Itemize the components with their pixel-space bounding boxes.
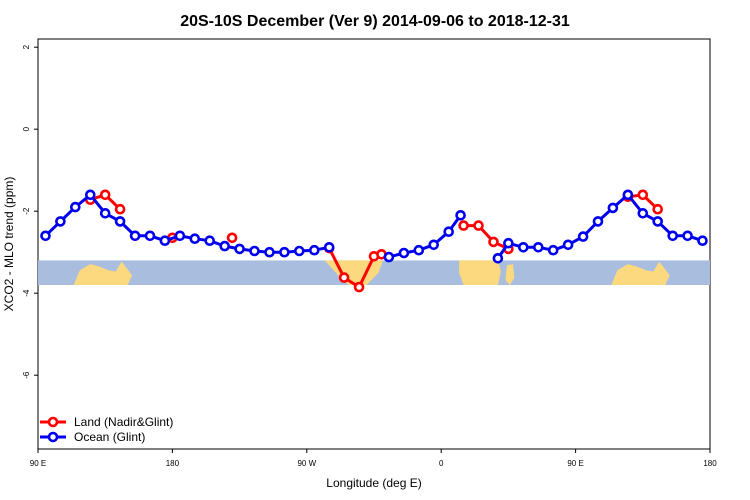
series-ocean-point-21 xyxy=(398,247,410,259)
y-tick-label-3: -4 xyxy=(22,289,31,297)
map-land-3 xyxy=(459,260,501,285)
series-ocean-point-37 xyxy=(652,216,664,227)
series-ocean-point-32 xyxy=(577,231,589,242)
series-ocean-point-26 xyxy=(492,252,504,264)
series-ocean-point-38 xyxy=(667,230,679,242)
series-land-point-16 xyxy=(652,203,664,215)
series-ocean-point-34 xyxy=(607,202,619,214)
series-ocean-point-1 xyxy=(55,216,66,227)
y-axis: 2 0 -2 -4 -6 xyxy=(22,44,38,379)
series-ocean-point-19 xyxy=(323,242,335,253)
series-land-point-1 xyxy=(99,189,111,201)
series-ocean-point-36 xyxy=(637,208,649,219)
plot-area: 90 E 180 90 W 0 90 E 180 2 0 -2 -4 -6 xyxy=(22,38,717,468)
series-land-point-15 xyxy=(637,189,649,201)
x-tick-label-3: 0 xyxy=(439,459,444,468)
legend: Land (Nadir&Glint) Ocean (Glint) xyxy=(40,415,173,444)
x-tick-label-2: 90 W xyxy=(297,459,316,468)
series-ocean-point-23 xyxy=(428,239,440,251)
y-tick-label-0: 2 xyxy=(22,44,31,49)
map-land-1 xyxy=(611,261,670,285)
x-tick-label-1: 180 xyxy=(166,459,180,468)
series-ocean-point-33 xyxy=(592,216,604,227)
plot-frame xyxy=(37,38,711,450)
series-ocean-point-16 xyxy=(279,246,290,258)
series-ocean-point-18 xyxy=(308,244,320,256)
y-axis-label: XCO2 - MLO trend (ppm) xyxy=(2,177,16,312)
series-ocean-point-8 xyxy=(159,235,171,246)
series-land-point-7 xyxy=(353,281,365,293)
series-ocean-point-39 xyxy=(682,230,693,242)
series-ocean-point-27 xyxy=(503,237,514,249)
series-ocean-point-9 xyxy=(174,230,186,242)
x-tick-label-4: 90 E xyxy=(567,459,583,468)
series-ocean-point-17 xyxy=(293,245,305,257)
series-layer xyxy=(40,189,708,293)
series-ocean-point-40 xyxy=(697,235,708,246)
series-ocean-point-11 xyxy=(204,235,215,246)
series-ocean-point-35 xyxy=(622,189,634,201)
series-ocean-point-2 xyxy=(70,201,81,213)
legend-label-land: Land (Nadir&Glint) xyxy=(74,415,173,429)
x-tick-label-5: 180 xyxy=(703,459,717,468)
series-ocean-point-30 xyxy=(547,244,559,256)
series-ocean-point-22 xyxy=(413,244,425,256)
series-ocean-line-2 xyxy=(496,193,703,260)
series-land-point-10 xyxy=(458,220,469,231)
map-land-4 xyxy=(505,264,515,285)
series-ocean-point-3 xyxy=(85,189,96,201)
series-ocean-point-7 xyxy=(144,230,156,242)
series-ocean-point-24 xyxy=(443,226,455,237)
y-tick-label-2: -2 xyxy=(22,207,31,215)
x-tick-label-0: 90 E xyxy=(30,459,46,468)
series-land-point-4 xyxy=(226,232,238,244)
series-ocean-point-0 xyxy=(40,230,51,242)
series-ocean-point-4 xyxy=(99,208,111,219)
chart-title: 20S-10S December (Ver 9) 2014-09-06 to 2… xyxy=(180,13,570,30)
series-land-point-11 xyxy=(473,220,484,231)
series-ocean-point-25 xyxy=(455,210,466,221)
series-ocean-point-29 xyxy=(532,242,544,253)
series-ocean xyxy=(40,189,708,264)
series-ocean-point-13 xyxy=(234,243,245,255)
legend-item-ocean: Ocean (Glint) xyxy=(40,430,145,444)
x-axis: 90 E 180 90 W 0 90 E 180 xyxy=(30,449,717,468)
map-land-0 xyxy=(73,261,133,285)
legend-label-ocean: Ocean (Glint) xyxy=(74,430,145,444)
series-ocean-point-15 xyxy=(264,246,275,258)
series-land-point-12 xyxy=(488,236,499,248)
series-ocean-point-31 xyxy=(562,239,574,251)
series-land-line-4 xyxy=(463,224,510,251)
series-land-point-6 xyxy=(338,272,350,283)
series-ocean-point-12 xyxy=(219,240,230,252)
map-band xyxy=(38,260,710,285)
series-ocean-point-28 xyxy=(517,242,529,253)
series-ocean-point-14 xyxy=(249,245,260,257)
x-axis-label: Longitude (deg E) xyxy=(326,476,421,490)
series-ocean-point-5 xyxy=(114,216,126,227)
series-ocean-point-10 xyxy=(189,233,201,244)
series-ocean-point-6 xyxy=(129,230,141,242)
series-ocean-point-20 xyxy=(383,251,395,263)
legend-item-land: Land (Nadir&Glint) xyxy=(40,415,173,429)
y-tick-label-4: -6 xyxy=(22,371,31,379)
series-land-point-2 xyxy=(114,203,126,215)
y-tick-label-1: 0 xyxy=(22,126,31,131)
